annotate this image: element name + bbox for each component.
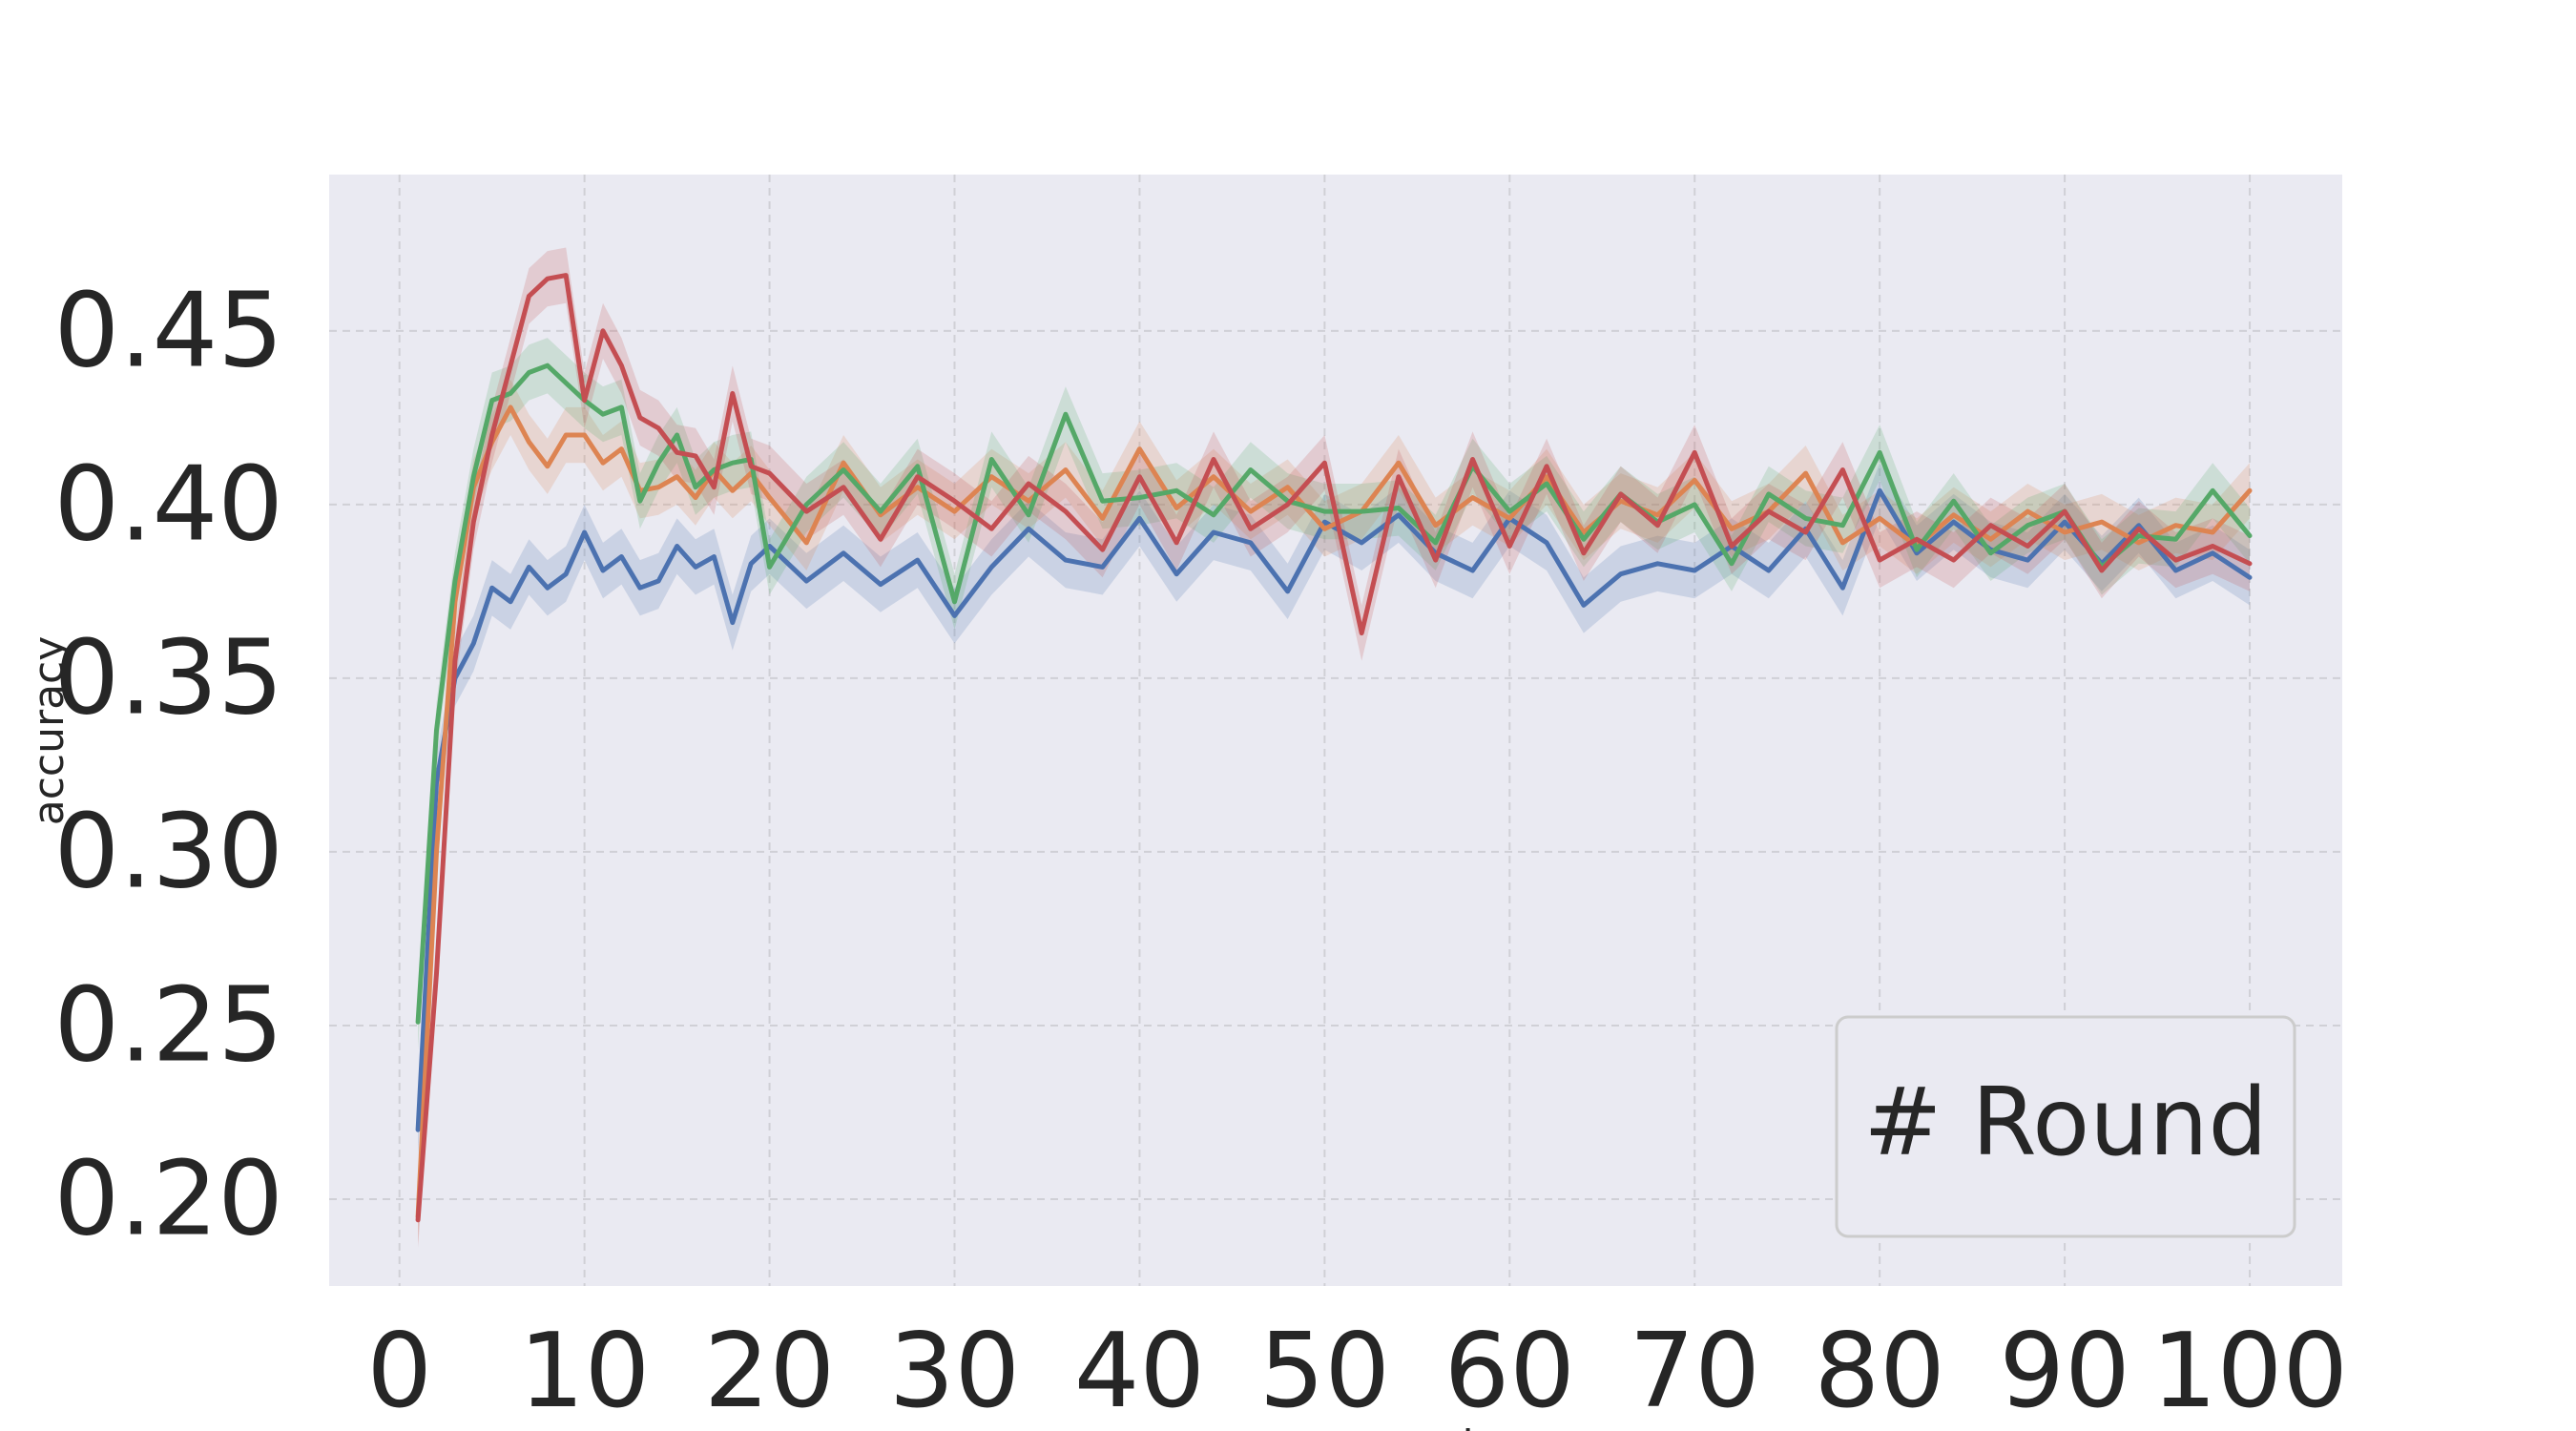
y-tick-labels: 0.20 0.25 0.30 0.35 0.40 0.45 <box>54 271 283 1258</box>
series-2-line <box>415 404 2253 1219</box>
x-tick-label: 40 <box>1074 1312 1205 1431</box>
x-tick-label: 90 <box>1999 1312 2129 1431</box>
series-1-line <box>415 487 2253 1132</box>
x-tick-label: 70 <box>1630 1312 1760 1431</box>
series-3-line <box>415 363 2253 1025</box>
x-tick-label: 0 <box>366 1312 432 1431</box>
series-3-confidence-band <box>418 338 2251 1050</box>
y-tick-label: 0.45 <box>54 271 283 390</box>
series-4-line <box>415 273 2253 1223</box>
y-tick-label: 0.25 <box>54 965 283 1085</box>
x-tick-label: 30 <box>889 1312 1020 1431</box>
x-tick-label: 20 <box>704 1312 835 1431</box>
y-tick-label: 0.20 <box>54 1139 283 1258</box>
x-tick-label: 60 <box>1444 1312 1575 1431</box>
series-lines <box>415 273 2253 1223</box>
series-2-confidence-band <box>418 379 2251 1245</box>
legend-title: # Round <box>1863 1068 2267 1177</box>
x-tick-labels: 0 10 20 30 40 50 60 70 80 90 100 <box>366 1312 2348 1431</box>
legend: # Round <box>1835 1015 2296 1238</box>
y-tick-label: 0.35 <box>54 618 283 737</box>
x-tick-label: 10 <box>519 1312 650 1431</box>
y-tick-label: 0.40 <box>54 445 283 564</box>
y-tick-label: 0.30 <box>54 792 283 911</box>
series-4-confidence-band <box>418 247 2251 1248</box>
y-axis-label: accuracy <box>25 636 73 826</box>
x-axis-label: server_round <box>1197 1421 1473 1431</box>
legend-box <box>1835 1015 2296 1238</box>
x-tick-label: 80 <box>1814 1312 1944 1431</box>
x-tick-label: 100 <box>2151 1312 2348 1431</box>
x-tick-label: 50 <box>1259 1312 1390 1431</box>
